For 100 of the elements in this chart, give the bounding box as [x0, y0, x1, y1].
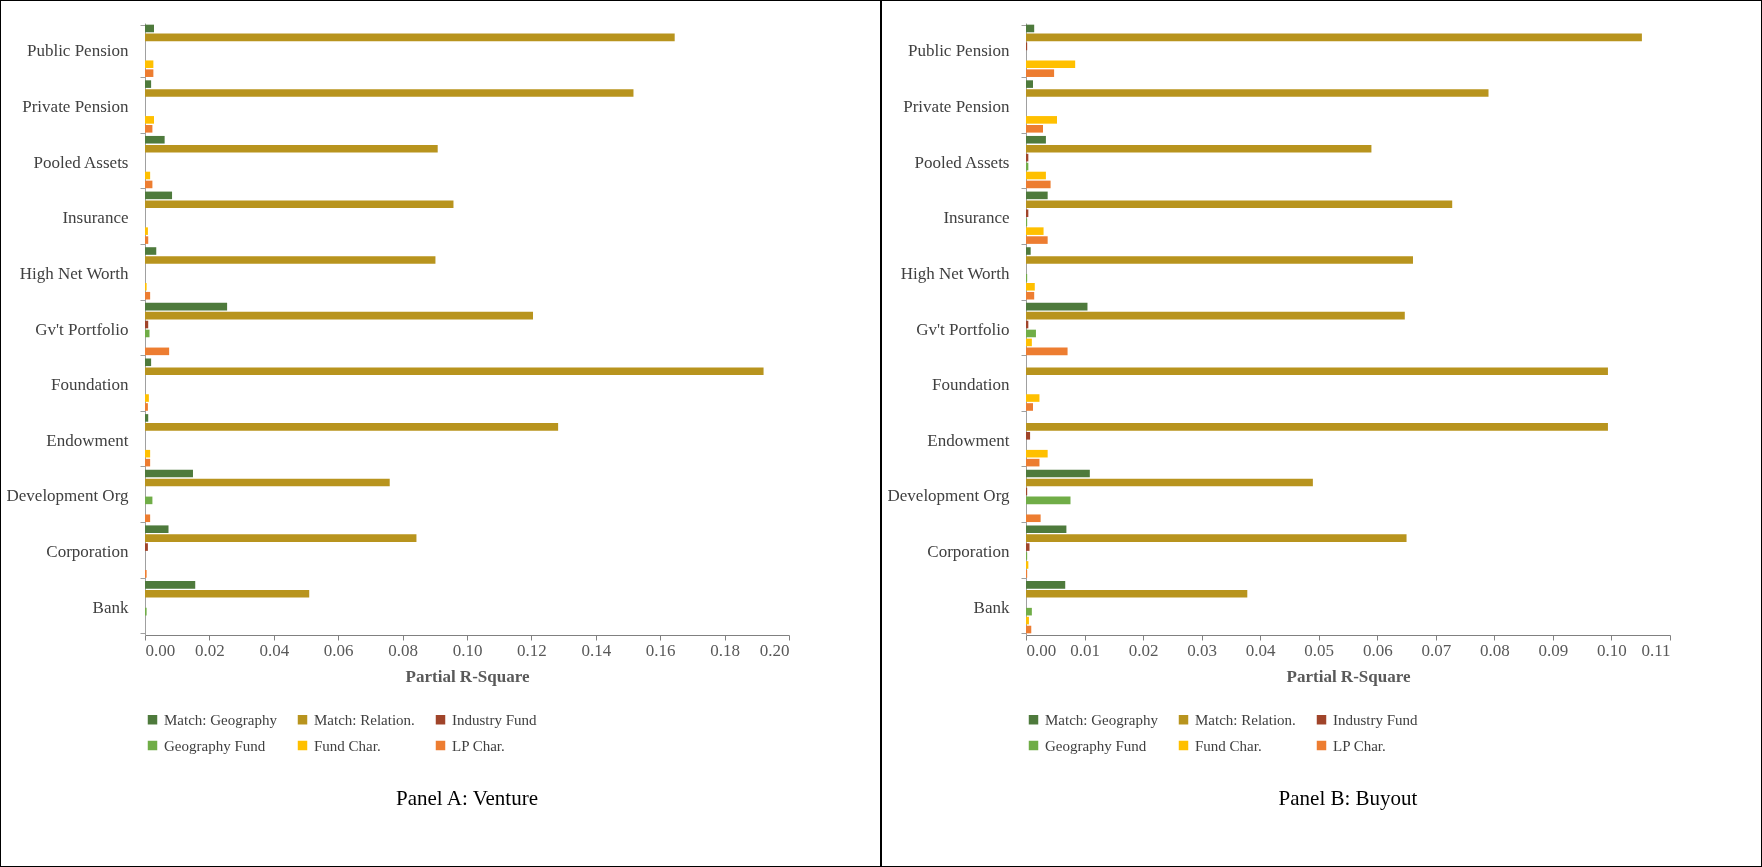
x-tick-label: 0.08	[388, 640, 418, 660]
bar	[145, 469, 193, 478]
x-tick-label: 0.06	[323, 640, 354, 660]
x-tick-label: 0.02	[1128, 640, 1159, 660]
x-tick-label: 0.00	[1026, 640, 1057, 660]
bar	[145, 135, 165, 144]
bar	[1026, 135, 1046, 144]
x-tick-label: 0.10	[1597, 640, 1627, 660]
y-tick-label: Public Pension	[907, 41, 1010, 61]
bar	[1026, 69, 1055, 77]
bar	[1026, 478, 1313, 487]
bar	[145, 33, 675, 42]
x-tick-label: 0.10	[452, 640, 483, 660]
legend-label: Industry Fund	[452, 711, 538, 728]
y-tick-label: Bank	[973, 597, 1010, 617]
bar	[1026, 449, 1048, 458]
bar	[1026, 403, 1034, 411]
bar	[145, 534, 417, 542]
x-tick-label: 0.07	[1421, 640, 1452, 660]
bar	[145, 543, 148, 551]
y-tick-label: Pooled Assets	[33, 152, 129, 172]
bar	[1026, 144, 1372, 153]
legend-label: LP Char.	[1333, 737, 1386, 754]
bar	[1026, 24, 1035, 33]
bar	[1026, 256, 1413, 264]
bar	[145, 367, 764, 376]
bar	[1026, 60, 1076, 69]
y-tick-label: Corporation	[927, 542, 1010, 562]
legend-label: LP Char.	[452, 737, 505, 754]
bar	[1026, 616, 1029, 625]
y-tick-label: Development Org	[6, 486, 129, 506]
y-tick-label: Public Pension	[26, 41, 129, 61]
bar	[1026, 171, 1046, 180]
bar	[1026, 291, 1035, 300]
bar	[145, 247, 157, 255]
y-tick-label: Insurance	[943, 208, 1010, 228]
y-tick-label: Gv't Portfolio	[35, 319, 129, 339]
bar	[1026, 525, 1067, 533]
y-tick-label: Endowment	[927, 430, 1010, 450]
bar	[145, 581, 196, 589]
legend-label: Geography Fund	[1045, 737, 1147, 754]
x-tick-label: 0.08	[1479, 640, 1510, 660]
bar	[145, 60, 154, 69]
bar	[1026, 338, 1032, 347]
bar	[145, 311, 534, 320]
bar	[145, 403, 148, 411]
bar	[1026, 432, 1031, 440]
x-tick-label: 0.09	[1538, 640, 1569, 660]
legend-label: Match: Geography	[164, 711, 278, 728]
bar	[1026, 191, 1048, 200]
x-tick-label: 0.05	[1304, 640, 1335, 660]
legend-label: Industry Fund	[1333, 711, 1419, 728]
x-axis-title: Partial R-Square	[405, 666, 530, 686]
bar	[145, 89, 634, 97]
x-tick-label: 0.14	[581, 640, 612, 660]
bar	[145, 191, 173, 200]
bar	[1026, 469, 1090, 478]
bar	[1026, 347, 1068, 356]
bar	[145, 423, 559, 431]
y-tick-label: High Net Worth	[900, 263, 1010, 283]
y-tick-label: Private Pension	[22, 96, 129, 116]
bar	[145, 69, 154, 77]
bar	[145, 329, 150, 338]
bar	[145, 291, 151, 300]
bar	[1026, 180, 1051, 189]
bar	[145, 24, 155, 33]
bar	[1026, 80, 1034, 88]
bar	[145, 144, 438, 153]
y-tick-label: Insurance	[62, 208, 129, 228]
bar	[1026, 247, 1031, 255]
y-tick-label: Endowment	[46, 430, 129, 450]
legend-label: Match: Relation.	[314, 711, 415, 728]
bar	[145, 200, 454, 209]
text: Panel B: Buyout	[1278, 786, 1418, 810]
legend-label: Match: Geography	[1045, 711, 1159, 728]
legend-label: Geography Fund	[164, 737, 266, 754]
bar	[145, 514, 151, 523]
x-tick-label: 0.20	[759, 640, 790, 660]
y-tick-label: Gv't Portfolio	[916, 319, 1010, 339]
bar	[145, 347, 170, 356]
y-tick-label: Development Org	[887, 486, 1010, 506]
bar	[145, 125, 153, 133]
x-tick-label: 0.16	[645, 640, 676, 660]
bar	[1026, 236, 1048, 244]
bar	[1026, 125, 1043, 133]
bar	[145, 256, 436, 264]
bar	[1026, 496, 1071, 505]
x-tick-label: 0.12	[517, 640, 547, 660]
bar	[1026, 589, 1248, 598]
bar	[1026, 33, 1642, 42]
bar	[145, 358, 152, 367]
text: Panel A: Venture	[396, 786, 538, 810]
y-tick-label: Foundation	[51, 375, 129, 395]
x-tick-label: 0.00	[145, 640, 176, 660]
bar	[1026, 423, 1608, 431]
x-tick-label: 0.18	[710, 640, 740, 660]
x-tick-label: 0.04	[259, 640, 290, 660]
x-tick-label: 0.06	[1362, 640, 1393, 660]
bar	[1026, 607, 1032, 616]
x-axis-title: Partial R-Square	[1286, 666, 1411, 686]
